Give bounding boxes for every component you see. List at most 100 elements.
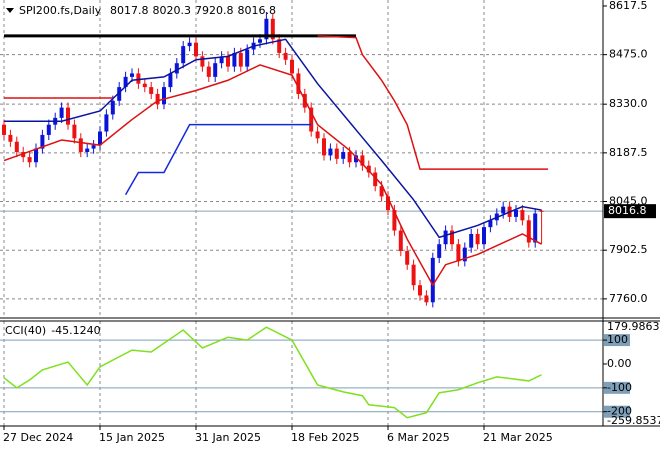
y-tick-label: 179.9863 [607,320,660,333]
candle-body [78,138,83,152]
y-tick-label: 7902.5 [609,243,648,256]
candle-body [296,73,301,94]
candle-body [219,56,224,64]
candle-body [418,285,422,296]
candle-body [424,295,429,303]
candle-body [136,73,141,84]
candle-body [66,107,70,125]
cci-value: -45.1240 [51,324,100,337]
candle-body [437,244,442,258]
y-tick-label: 8475.0 [609,48,648,61]
header-open: 8017.8 [110,4,149,17]
candle-body [450,230,454,245]
cci-title: CCI(40) [5,324,46,337]
candle-body [40,134,45,149]
candle-body [277,39,282,53]
candle-body [27,157,32,163]
y-tick-label: -259.8537 [607,414,660,427]
candle-body [322,138,326,156]
candle-body [117,87,122,101]
candle-body [130,73,134,77]
candle-body [200,56,205,67]
candle-body [411,264,416,286]
y-tick-label: 7760.0 [609,292,648,305]
candle-body [514,210,518,217]
candle-body [149,87,154,94]
overlay-line [3,64,542,287]
candle-body [91,145,96,149]
candle-body [238,52,243,67]
header-arrow [6,8,14,13]
candle-body [309,107,314,132]
candle-body [360,155,365,166]
candle-body [379,186,384,197]
candle-body [226,56,230,67]
header-low: 7920.8 [195,4,234,17]
candle-body [366,165,371,173]
candle-body [315,131,320,139]
overlay-line [317,35,548,170]
y-tick-label: 8330.0 [609,97,648,110]
level-box [604,381,630,394]
candle-body [373,172,378,187]
candle-body [174,63,179,74]
candle-body [334,148,339,159]
candle-body [14,141,19,152]
candle-body [462,247,467,262]
candle-body [328,148,333,156]
overlay-line [124,123,312,196]
level-box [604,405,630,418]
candle-body [539,210,544,212]
candle-body [162,87,166,105]
candle-body [142,83,147,88]
x-tick-label: 31 Jan 2025 [195,431,261,444]
candle-body [104,114,109,132]
candle-body [34,148,38,163]
candle-body [501,206,506,214]
y-tick-label: 8617.5 [609,0,648,12]
y-tick-label: -200 [607,405,632,418]
candle-body [354,155,358,163]
current-price-label: 8016.8 [608,204,647,217]
candle-body [264,18,269,40]
candle-body [123,76,128,88]
candle-body [181,46,186,64]
candle-body [187,42,192,47]
candle-body [386,196,390,211]
y-tick-label: 8187.5 [609,146,648,159]
candle-body [72,124,77,139]
candle-body [155,93,160,105]
candle-body [194,42,198,57]
symbol: SPI200.fs,Daily [19,4,102,17]
candle-body [488,220,493,228]
cci-line [3,326,542,419]
candle-body [469,233,474,248]
candle-body [59,107,64,118]
header-high: 8020.3 [153,4,192,17]
candle-body [258,39,262,43]
candle-body [443,230,448,245]
candle-body [475,233,480,245]
candle-body [8,134,13,142]
candle-body [2,124,6,135]
candle-body [46,124,51,135]
current-price-box [604,204,656,219]
candle-body [168,73,173,88]
candle-body [392,210,397,231]
candle-body [98,131,102,146]
x-tick-label: 27 Dec 2024 [3,431,73,444]
overlay-line [4,38,542,239]
candle-body [430,257,435,303]
candle-body [21,151,26,158]
candle-body [405,251,410,265]
x-tick-label: 15 Jan 2025 [99,431,165,444]
candle-body [283,52,288,60]
candle-body [245,49,250,67]
candle-body [213,63,218,77]
x-tick-label: 21 Mar 2025 [483,431,553,444]
candle-body [232,52,237,67]
y-tick-label: -100 [607,381,632,394]
candle-body [526,220,531,243]
